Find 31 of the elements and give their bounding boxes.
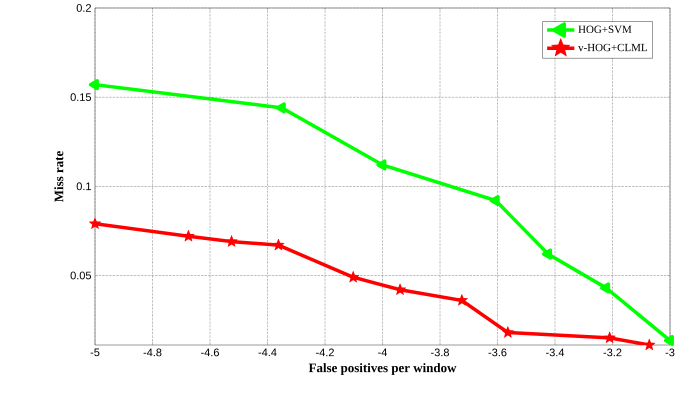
point bbox=[490, 195, 500, 206]
point bbox=[88, 79, 99, 90]
x-tick-label: -4.2 bbox=[316, 348, 334, 356]
point bbox=[272, 238, 285, 250]
legend-label: HOG+SVM bbox=[578, 26, 632, 34]
x-tick-label: -4.8 bbox=[144, 348, 162, 356]
x-tick-label: -3.4 bbox=[546, 348, 564, 356]
x-tick-label: -3 bbox=[666, 348, 674, 356]
x-tick-label: -4 bbox=[378, 348, 388, 356]
x-tick-label: -4.4 bbox=[258, 348, 277, 356]
y-tick-label: 0.05 bbox=[70, 272, 92, 280]
x-tick-label: -4.6 bbox=[201, 348, 219, 356]
point bbox=[542, 248, 552, 260]
y-axis-title: Miss rate bbox=[54, 151, 64, 202]
x-tick-label: -5 bbox=[90, 348, 100, 356]
point bbox=[502, 326, 514, 338]
point bbox=[664, 335, 674, 346]
x-axis-title: False positives per window bbox=[308, 363, 456, 375]
point bbox=[604, 331, 616, 344]
x-tick-label: -3.6 bbox=[488, 348, 506, 356]
point bbox=[376, 159, 386, 170]
point bbox=[600, 282, 610, 294]
y-tick-label: 0.15 bbox=[70, 93, 92, 102]
point bbox=[225, 235, 238, 247]
y-tick-label: 0.1 bbox=[76, 182, 91, 190]
x-tick-label: -3.8 bbox=[431, 348, 449, 356]
y-tick-label: 0.2 bbox=[76, 4, 91, 12]
point bbox=[276, 102, 286, 114]
point bbox=[88, 217, 102, 229]
x-tick-label: -3.2 bbox=[604, 348, 622, 356]
legend-label: v-HOG+CLML bbox=[578, 44, 647, 52]
